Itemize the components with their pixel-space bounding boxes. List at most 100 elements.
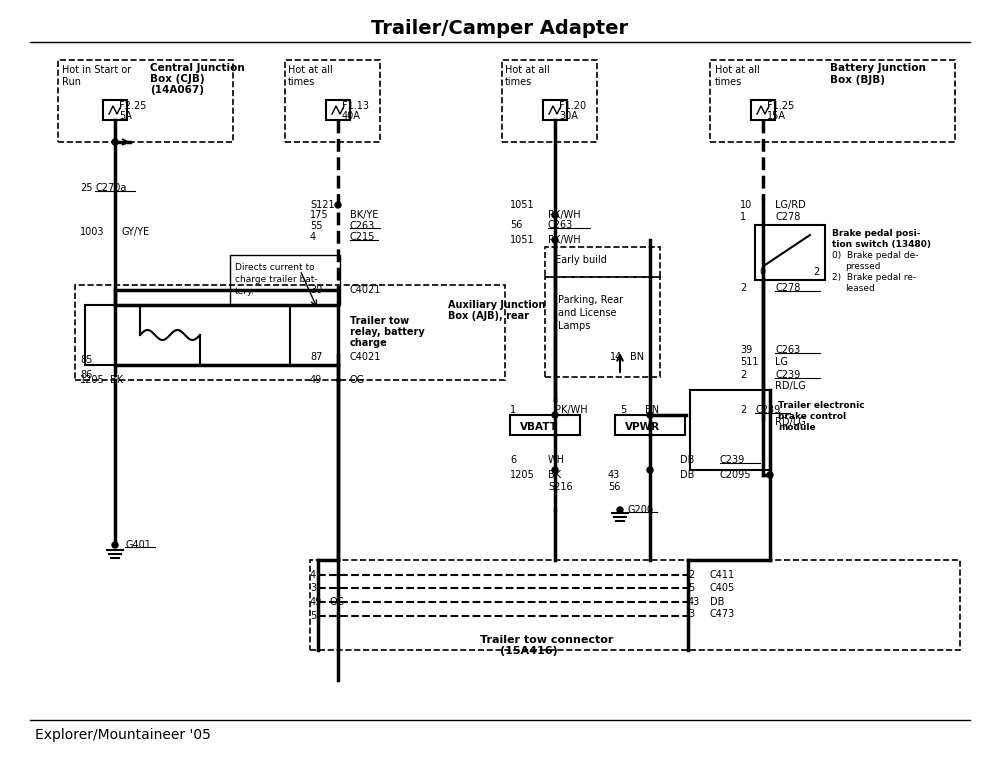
Text: 1051: 1051 <box>510 200 535 210</box>
Text: 43: 43 <box>608 470 620 480</box>
Text: 5A: 5A <box>119 111 132 121</box>
Text: C263: C263 <box>350 221 375 231</box>
Text: BK/YE: BK/YE <box>350 210 378 220</box>
Bar <box>58 60 233 142</box>
Text: Auxiliary Junction: Auxiliary Junction <box>448 300 545 310</box>
Text: 14: 14 <box>610 352 622 362</box>
Text: F2.25: F2.25 <box>119 101 146 111</box>
Text: LG/RD: LG/RD <box>775 200 806 210</box>
Text: C215: C215 <box>350 232 375 242</box>
Text: PK/WH: PK/WH <box>548 235 581 245</box>
Text: times: times <box>715 77 742 87</box>
Text: 56: 56 <box>608 482 620 492</box>
Text: C4021: C4021 <box>350 352 381 362</box>
Circle shape <box>767 472 773 478</box>
Text: RD/LG: RD/LG <box>775 381 806 391</box>
Text: Hot at all: Hot at all <box>715 65 760 75</box>
Text: 25: 25 <box>80 183 92 193</box>
Circle shape <box>647 467 653 473</box>
Text: Parking, Rear: Parking, Rear <box>558 295 623 305</box>
Text: S121: S121 <box>310 200 335 210</box>
Text: 1205: 1205 <box>80 375 105 385</box>
Bar <box>615 415 685 435</box>
Text: 49: 49 <box>310 597 322 607</box>
Text: C263: C263 <box>548 220 573 230</box>
Text: 1051: 1051 <box>510 235 535 245</box>
Text: BK: BK <box>548 470 561 480</box>
Text: 87: 87 <box>310 352 322 362</box>
Text: C278: C278 <box>775 283 800 293</box>
Text: 49: 49 <box>310 375 322 385</box>
Text: charge: charge <box>350 338 388 348</box>
Text: Box (BJB): Box (BJB) <box>830 75 885 85</box>
Text: 30A: 30A <box>559 111 578 121</box>
Text: Lamps: Lamps <box>558 321 590 331</box>
Text: tery.: tery. <box>235 287 255 295</box>
Circle shape <box>552 237 558 243</box>
Text: OG: OG <box>330 597 345 607</box>
Text: 2: 2 <box>740 370 746 380</box>
Text: 3: 3 <box>688 609 694 619</box>
Text: times: times <box>505 77 532 87</box>
Text: C263: C263 <box>775 345 800 355</box>
Text: C4021: C4021 <box>350 285 381 295</box>
Text: (14A067): (14A067) <box>150 85 204 95</box>
Text: 6: 6 <box>510 455 516 465</box>
Text: 511: 511 <box>740 357 759 367</box>
Text: BN: BN <box>645 405 659 415</box>
Text: DB: DB <box>680 455 694 465</box>
Text: Hot at all: Hot at all <box>288 65 333 75</box>
Text: Early build: Early build <box>555 255 607 265</box>
Text: 1: 1 <box>740 212 746 222</box>
Text: BK: BK <box>110 375 123 385</box>
Text: 1003: 1003 <box>80 227 104 237</box>
Text: Trailer electronic: Trailer electronic <box>778 400 865 410</box>
Text: Directs current to: Directs current to <box>235 263 315 271</box>
Bar <box>755 225 825 280</box>
Text: 5: 5 <box>620 405 626 415</box>
Text: S216: S216 <box>548 482 573 492</box>
Text: RD/LG: RD/LG <box>775 417 806 427</box>
Text: G200: G200 <box>627 505 653 515</box>
Text: C239: C239 <box>720 455 745 465</box>
Text: charge trailer bat-: charge trailer bat- <box>235 274 318 284</box>
Text: 39: 39 <box>740 345 752 355</box>
Text: 86: 86 <box>80 370 92 380</box>
Circle shape <box>617 507 623 513</box>
Bar <box>85 305 290 365</box>
Text: 2: 2 <box>740 283 746 293</box>
Circle shape <box>112 542 118 548</box>
Text: 15A: 15A <box>767 111 786 121</box>
Circle shape <box>552 467 558 473</box>
Text: tion switch (13480): tion switch (13480) <box>832 240 931 248</box>
Text: Hot at all: Hot at all <box>505 65 550 75</box>
Text: LG: LG <box>775 357 788 367</box>
Text: BN: BN <box>630 352 644 362</box>
Bar <box>690 390 770 470</box>
Text: module: module <box>778 423 816 431</box>
Text: C411: C411 <box>710 570 735 580</box>
Text: Box (AJB), rear: Box (AJB), rear <box>448 311 529 321</box>
Text: 175: 175 <box>310 210 329 220</box>
Text: pressed: pressed <box>845 261 881 271</box>
Text: 0: 0 <box>759 267 765 277</box>
Text: 5: 5 <box>310 611 316 621</box>
Text: F1.20: F1.20 <box>559 101 586 111</box>
Bar <box>710 60 955 142</box>
Text: times: times <box>288 77 315 87</box>
Text: Battery Junction: Battery Junction <box>830 63 926 73</box>
Bar <box>543 100 567 120</box>
Text: 5: 5 <box>688 583 694 593</box>
Bar <box>75 285 505 380</box>
Bar <box>502 60 597 142</box>
Bar <box>545 247 660 277</box>
Text: DB: DB <box>710 597 724 607</box>
Text: Box (CJB): Box (CJB) <box>150 74 205 84</box>
Text: 40A: 40A <box>342 111 361 121</box>
Text: 2: 2 <box>688 570 694 580</box>
Text: C473: C473 <box>710 609 735 619</box>
Text: 0)  Brake pedal de-: 0) Brake pedal de- <box>832 250 918 260</box>
Text: GY/YE: GY/YE <box>122 227 150 237</box>
Text: 4: 4 <box>310 570 316 580</box>
Text: 43: 43 <box>688 597 700 607</box>
